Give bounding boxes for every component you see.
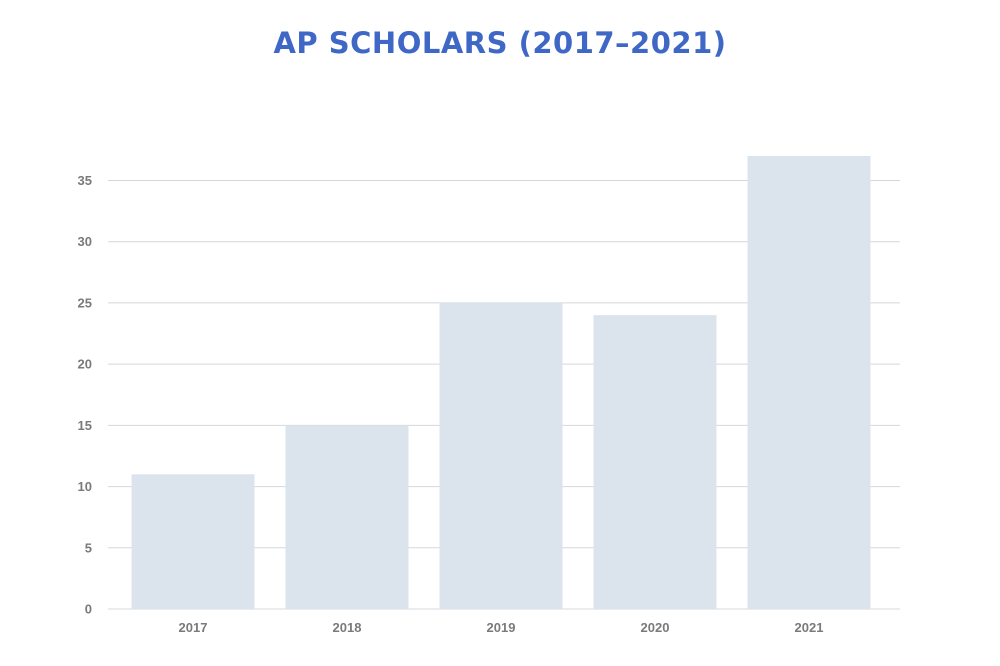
- y-tick-label: 25: [78, 295, 92, 310]
- bar-2017: [131, 474, 255, 609]
- chart-title: AP SCHOLARS (2017–2021): [273, 26, 727, 60]
- y-tick-label: 35: [78, 173, 92, 188]
- y-tick-label: 10: [78, 479, 92, 494]
- x-tick-label: 2017: [179, 620, 208, 635]
- y-tick-label: 15: [78, 418, 92, 433]
- x-axis-ticks: 2017 2018 2019 2020 2021: [179, 620, 824, 635]
- x-tick-label: 2018: [333, 620, 362, 635]
- bar-2019: [439, 302, 563, 609]
- bar-2018: [285, 425, 409, 609]
- y-tick-label: 0: [85, 602, 92, 617]
- bar-2021: [747, 156, 871, 609]
- x-tick-label: 2020: [641, 620, 670, 635]
- y-axis-ticks: 0 5 10 15 20 25 30 35: [78, 173, 92, 617]
- bars: [131, 156, 871, 609]
- x-tick-label: 2019: [487, 620, 516, 635]
- y-tick-label: 30: [78, 234, 92, 249]
- y-tick-label: 5: [85, 540, 92, 555]
- bar-2020: [593, 315, 717, 609]
- x-tick-label: 2021: [795, 620, 824, 635]
- y-tick-label: 20: [78, 357, 92, 372]
